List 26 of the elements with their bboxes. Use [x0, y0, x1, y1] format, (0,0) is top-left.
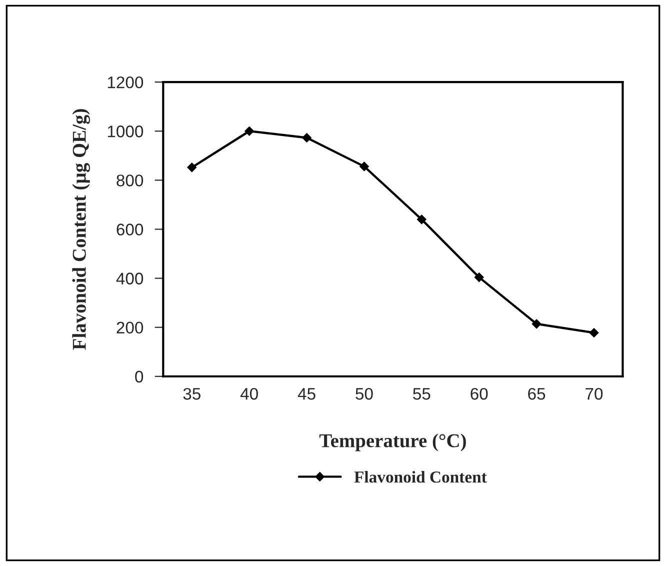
y-tick-label: 400 [116, 272, 144, 284]
point [474, 272, 484, 282]
legend-label: Flavonoid Content [354, 470, 487, 483]
x-tick-label: 65 [528, 388, 546, 400]
x-axis-title: Temperature (°C) [319, 434, 466, 452]
x-tick-label: 55 [413, 388, 430, 400]
y-tick-label: 1200 [108, 76, 144, 88]
point [187, 162, 197, 172]
y-axis-title: Flavonoid Content (µg QE/g) [72, 109, 90, 350]
point [589, 328, 599, 338]
y-tick-label: 1000 [108, 126, 144, 138]
x-tick-label: 35 [183, 388, 200, 400]
point [417, 214, 426, 224]
point [360, 162, 369, 172]
x-tick-label: 60 [470, 388, 488, 400]
x-tick-label: 70 [586, 388, 603, 400]
y-tick-label: 0 [135, 370, 144, 383]
y-tick-label: 800 [116, 174, 144, 186]
point [302, 133, 312, 142]
point [532, 319, 542, 329]
y-tick-label: 600 [116, 224, 144, 236]
point [244, 126, 254, 136]
x-tick-label: 45 [298, 388, 316, 400]
x-tick-label: 50 [356, 388, 373, 400]
y-tick-label: 200 [116, 322, 144, 334]
x-tick-label: 40 [240, 388, 258, 400]
